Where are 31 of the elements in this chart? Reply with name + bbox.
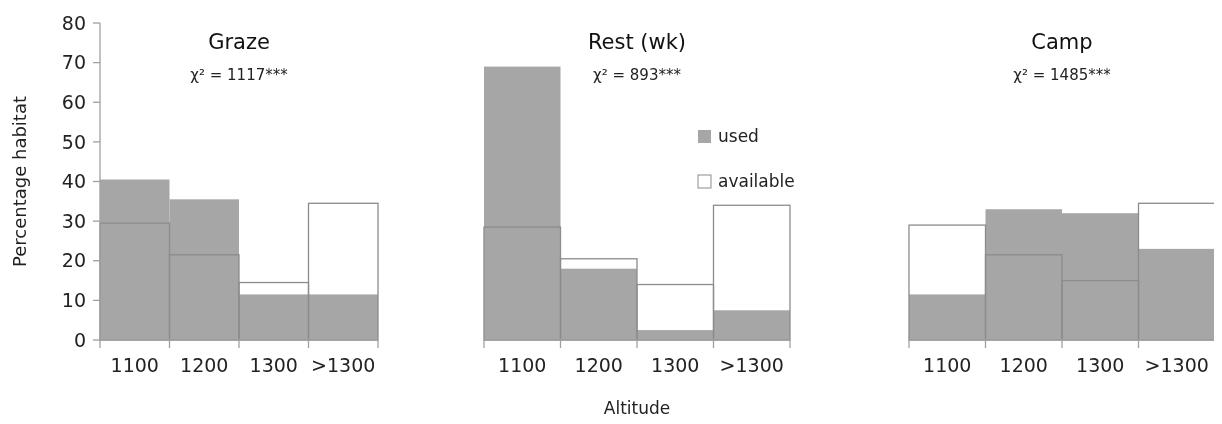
annotation: χ² = 893*** <box>593 66 682 84</box>
y-tick-label: 50 <box>61 130 86 153</box>
y-axis-title: Percentage habitat <box>9 96 30 267</box>
y-tick-label: 80 <box>61 11 86 34</box>
x-tick-label: >1300 <box>719 354 784 376</box>
x-tick-label: 1200 <box>574 354 623 376</box>
x-tick-label: 1200 <box>999 354 1048 376</box>
annotation: χ² = 1117*** <box>190 66 289 84</box>
x-tick-label: 1100 <box>110 354 159 376</box>
chart-title: Graze <box>208 30 270 54</box>
y-tick-label: 40 <box>61 170 86 193</box>
x-tick-label: 1300 <box>249 354 298 376</box>
legend-label: used <box>718 126 759 146</box>
annotation: χ² = 1485*** <box>1013 66 1112 84</box>
y-tick-label: 30 <box>61 209 86 232</box>
chart-title: Rest (wk) <box>587 30 687 54</box>
x-axis-title: Altitude <box>603 398 671 418</box>
x-tick-label: >1300 <box>1144 354 1209 376</box>
x-tick-label: >1300 <box>311 354 376 376</box>
x-tick-label: 1100 <box>923 354 972 376</box>
y-tick-label: 70 <box>61 51 86 74</box>
legend-label: available <box>718 171 795 191</box>
x-tick-label: 1300 <box>1076 354 1125 376</box>
chart-title: Camp <box>1031 30 1093 54</box>
y-tick-label: 10 <box>61 289 86 312</box>
y-tick-label: 0 <box>73 328 86 351</box>
x-tick-label: 1100 <box>498 354 547 376</box>
x-tick-label: 1300 <box>651 354 700 376</box>
y-tick-label: 20 <box>61 249 86 272</box>
x-tick-label: 1200 <box>180 354 229 376</box>
y-tick-label: 60 <box>61 90 86 113</box>
